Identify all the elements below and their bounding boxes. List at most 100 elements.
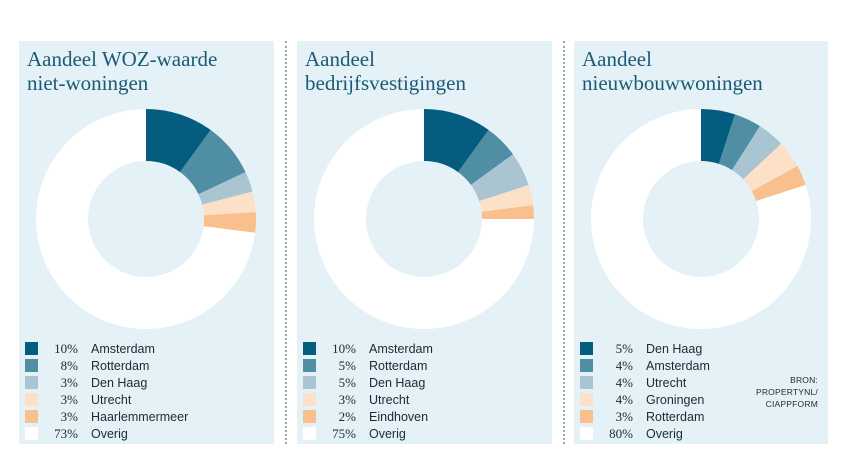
donut-slice-overig bbox=[314, 109, 534, 329]
legend-value: 75% bbox=[332, 425, 356, 441]
panel-divider bbox=[563, 41, 565, 444]
legend-label: Rotterdam bbox=[91, 358, 150, 373]
source-line: CIAPPFORM bbox=[765, 399, 818, 409]
legend-value: 5% bbox=[615, 340, 633, 356]
chart-legend: 10% Amsterdam 8% Rotterdam 3% Den Haag 3% Utrec… bbox=[25, 340, 188, 442]
legend-label: Utrecht bbox=[646, 375, 687, 390]
legend-label: Overig bbox=[369, 426, 406, 441]
legend-label: Groningen bbox=[646, 392, 705, 407]
donut-slice-amsterdam bbox=[718, 114, 760, 171]
legend-value: 3% bbox=[60, 391, 78, 407]
legend-item: 75% Overig bbox=[303, 425, 433, 442]
donut-slice-utrecht bbox=[202, 191, 256, 216]
legend-label: Utrecht bbox=[369, 392, 410, 407]
chart-legend: 5% Den Haag 4% Amsterdam 4% Utrecht 4% Groninge… bbox=[580, 340, 710, 442]
legend-item: 4% Groningen bbox=[580, 391, 710, 408]
donut-slice-den-haag bbox=[470, 154, 529, 202]
donut-slice-den-haag bbox=[701, 109, 735, 164]
legend-swatch bbox=[25, 410, 38, 423]
donut-slice-amsterdam bbox=[424, 109, 489, 173]
legend-value: 4% bbox=[615, 357, 633, 373]
legend-swatch bbox=[580, 359, 593, 372]
legend-swatch bbox=[580, 376, 593, 389]
source-line: PROPERTYNL/ bbox=[755, 387, 818, 397]
legend-item: 5% Rotterdam bbox=[303, 357, 433, 374]
legend-swatch bbox=[25, 342, 38, 355]
donut-chart bbox=[314, 109, 534, 329]
chart-title: Aandeel WOZ-waarde niet-woningen bbox=[27, 47, 217, 95]
legend-item: 2% Eindhoven bbox=[303, 408, 433, 425]
chart-panel-woz-waarde: Aandeel WOZ-waarde niet-woningen 10% Amst… bbox=[19, 41, 274, 444]
legend-label: Eindhoven bbox=[369, 409, 429, 424]
legend-item: 3% Utrecht bbox=[303, 391, 433, 408]
legend-value: 73% bbox=[54, 425, 78, 441]
panel-divider bbox=[285, 41, 287, 444]
legend-swatch bbox=[25, 427, 38, 440]
legend-value: 10% bbox=[332, 340, 356, 356]
donut-chart bbox=[591, 109, 811, 329]
legend-label: Utrecht bbox=[91, 392, 132, 407]
legend-swatch bbox=[580, 410, 593, 423]
legend-swatch bbox=[303, 376, 316, 389]
donut-slice-rotterdam bbox=[751, 166, 806, 202]
legend-value: 4% bbox=[615, 374, 633, 390]
chart-title-line: bedrijfsvestigingen bbox=[305, 71, 466, 95]
legend-item: 3% Den Haag bbox=[25, 374, 188, 391]
legend-value: 3% bbox=[60, 374, 78, 390]
legend-value: 5% bbox=[338, 357, 356, 373]
legend-value: 3% bbox=[60, 408, 78, 424]
donut-slice-overig bbox=[35, 109, 256, 329]
donut-chart bbox=[35, 109, 256, 329]
legend-label: Haarlemmermeer bbox=[91, 409, 189, 424]
legend-label: Overig bbox=[646, 426, 683, 441]
chart-panel-bedrijfsvestigingen: Aandeel bedrijfsvestigingen 10% Amsterdam… bbox=[297, 41, 552, 444]
legend-swatch bbox=[303, 410, 316, 423]
legend-swatch bbox=[580, 342, 593, 355]
donut-slice-amsterdam bbox=[146, 109, 211, 173]
legend-swatch bbox=[25, 359, 38, 372]
legend-item: 3% Utrecht bbox=[25, 391, 188, 408]
legend-swatch bbox=[580, 427, 593, 440]
legend-label: Den Haag bbox=[646, 341, 703, 356]
legend-item: 5% Den Haag bbox=[580, 340, 710, 357]
legend-label: Rotterdam bbox=[369, 358, 428, 373]
donut-slice-utrecht bbox=[479, 185, 534, 212]
legend-item: 3% Haarlemmermeer bbox=[25, 408, 188, 425]
legend-value: 3% bbox=[615, 408, 633, 424]
donut-slice-rotterdam bbox=[180, 130, 246, 195]
chart-title-line: niet-woningen bbox=[27, 71, 149, 95]
chart-title-line: Aandeel bbox=[305, 47, 375, 71]
donut-slice-den-haag bbox=[198, 172, 253, 205]
chart-title: Aandeel nieuwbouwwoningen bbox=[582, 47, 763, 95]
legend-item: 5% Den Haag bbox=[303, 374, 433, 391]
donut-slice-utrecht bbox=[732, 126, 782, 180]
donut-slice-eindhoven bbox=[481, 205, 534, 219]
legend-swatch bbox=[25, 393, 38, 406]
legend-swatch bbox=[580, 393, 593, 406]
legend-item: 4% Amsterdam bbox=[580, 357, 710, 374]
legend-value: 8% bbox=[60, 357, 78, 373]
legend-label: Rotterdam bbox=[646, 409, 705, 424]
chart-title-line: nieuwbouwwoningen bbox=[582, 71, 763, 95]
legend-value: 5% bbox=[338, 374, 356, 390]
legend-item: 10% Amsterdam bbox=[303, 340, 433, 357]
chart-title: Aandeel bedrijfsvestigingen bbox=[305, 47, 466, 95]
legend-label: Den Haag bbox=[91, 375, 148, 390]
legend-item: 8% Rotterdam bbox=[25, 357, 188, 374]
legend-label: Amsterdam bbox=[91, 341, 155, 356]
legend-label: Overig bbox=[91, 426, 128, 441]
legend-label: Amsterdam bbox=[646, 358, 710, 373]
legend-value: 4% bbox=[615, 391, 633, 407]
legend-swatch bbox=[303, 427, 316, 440]
donut-slice-rotterdam bbox=[458, 130, 513, 185]
legend-value: 2% bbox=[338, 408, 356, 424]
source-line: BRON: bbox=[790, 375, 818, 385]
legend-value: 10% bbox=[54, 340, 78, 356]
donut-slice-haarlemmermeer bbox=[203, 212, 256, 233]
legend-item: 3% Rotterdam bbox=[580, 408, 710, 425]
chart-title-line: Aandeel bbox=[582, 47, 652, 71]
chart-title-line: Aandeel WOZ-waarde bbox=[27, 47, 218, 71]
chart-legend: 10% Amsterdam 5% Rotterdam 5% Den Haag 3% Utrec… bbox=[303, 340, 433, 442]
legend-swatch bbox=[303, 393, 316, 406]
legend-item: 4% Utrecht bbox=[580, 374, 710, 391]
